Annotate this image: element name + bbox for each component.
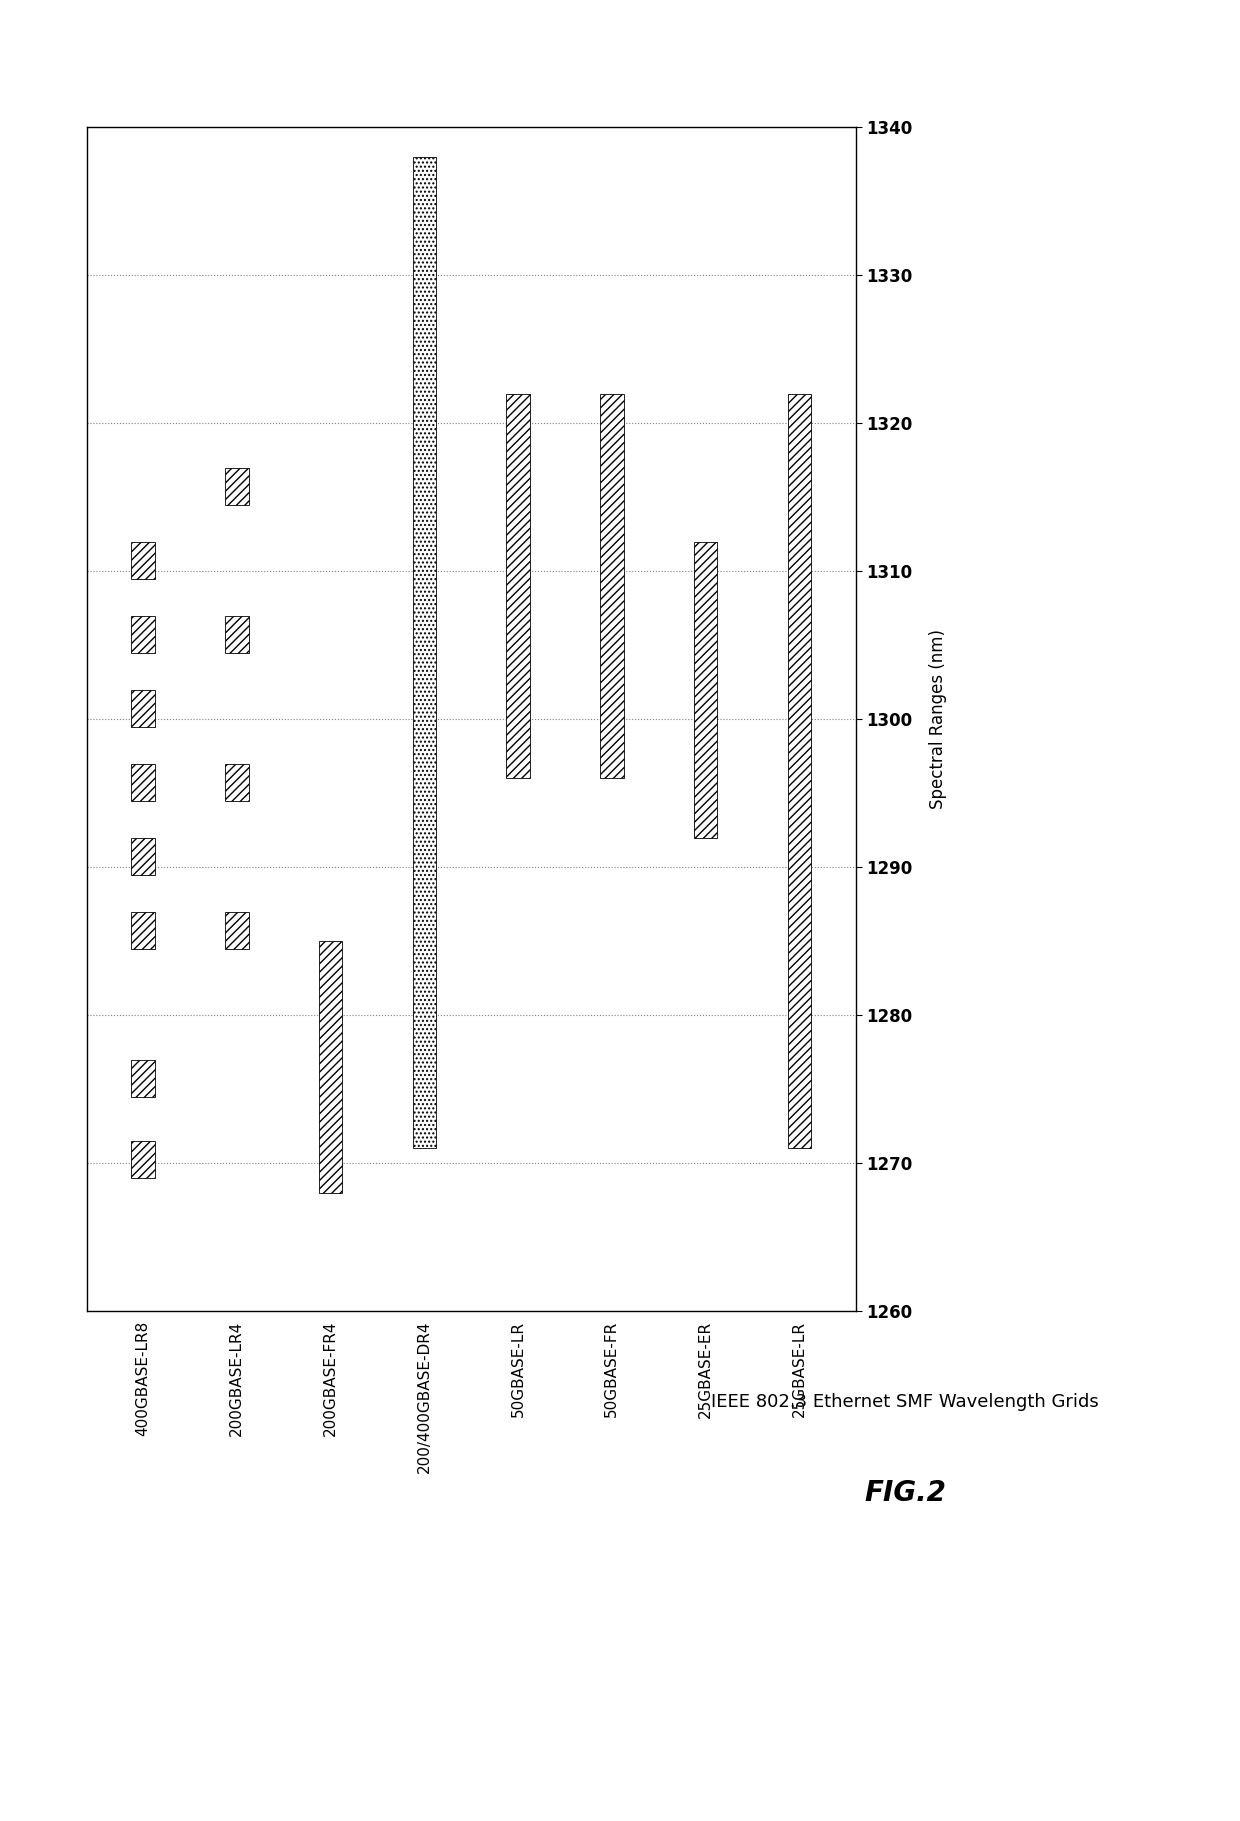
Text: IEEE 802.3 Ethernet SMF Wavelength Grids: IEEE 802.3 Ethernet SMF Wavelength Grids bbox=[712, 1393, 1099, 1411]
Bar bbox=[226, 468, 248, 504]
Bar bbox=[131, 912, 155, 949]
Bar bbox=[226, 763, 248, 801]
Bar bbox=[226, 912, 248, 949]
Bar bbox=[131, 763, 155, 801]
Bar bbox=[787, 393, 811, 1149]
Bar bbox=[413, 157, 436, 1149]
Bar bbox=[131, 1142, 155, 1178]
Bar bbox=[131, 615, 155, 652]
Bar bbox=[131, 690, 155, 727]
Bar bbox=[131, 1060, 155, 1096]
Bar bbox=[319, 941, 342, 1193]
Bar bbox=[226, 615, 248, 652]
Bar bbox=[131, 838, 155, 874]
Bar bbox=[506, 393, 529, 779]
Bar bbox=[694, 543, 717, 838]
Y-axis label: Spectral Ranges (nm): Spectral Ranges (nm) bbox=[929, 630, 947, 809]
Bar bbox=[600, 393, 624, 779]
Text: FIG.2: FIG.2 bbox=[864, 1479, 946, 1508]
Bar bbox=[131, 543, 155, 579]
